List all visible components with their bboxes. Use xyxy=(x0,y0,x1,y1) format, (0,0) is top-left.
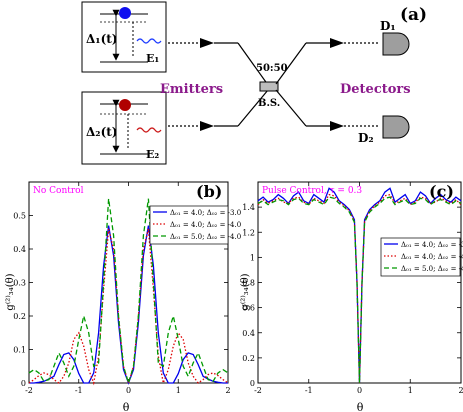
chart-c-series-3-line xyxy=(257,196,462,384)
chart-c-ytick-label: 0.2 xyxy=(242,354,255,363)
emitters-label: Emitters xyxy=(160,82,223,97)
chart-b-legend-label-1: Δ₀₁ = 4.0; Δ₀₂ = -3.0 xyxy=(170,209,241,217)
detector-2-label: D₂ xyxy=(358,131,374,145)
chart-c-series-2-line xyxy=(257,193,462,384)
chart-c-ylabel: g⁽²⁾₃₄(θ) xyxy=(240,273,251,310)
splitter-label: B.S. xyxy=(258,98,280,109)
chart-c-xtick-label: 1 xyxy=(408,386,413,395)
chart-c-ytick-label: 0.8 xyxy=(242,279,255,288)
beam-splitter xyxy=(259,81,279,92)
chart-b-legend-label-3: Δ₀₁ = 5.0; Δ₀₂ = -4.0 xyxy=(170,233,241,241)
chart-c-plot-frame xyxy=(257,181,462,384)
emitter-2: Δ₂(t) E₂ xyxy=(81,91,167,165)
chart-c-legend-label-3: Δ₀₁ = 5.0; Δ₀₂ = -4.0 xyxy=(401,265,463,273)
chart-c-xtick-label: 2 xyxy=(458,386,463,395)
chart-c-xtick-label: -1 xyxy=(305,386,313,395)
chart-b-xtick-label: 0 xyxy=(126,386,131,395)
chart-c-ytick-label: 0.4 xyxy=(242,329,255,338)
beam-1-diagonal xyxy=(237,42,269,86)
emitter-2-photon-wave xyxy=(136,127,162,133)
output-2-arrowhead xyxy=(330,121,344,131)
beam-2-diagonal xyxy=(237,89,269,127)
detector-1-label: D₁ xyxy=(380,19,396,33)
chart-c-legend-label-2: Δ₀₁ = 4.0; Δ₀₂ = -4.0 xyxy=(401,253,463,261)
emitter-2-delta-label: Δ₂(t) xyxy=(86,125,117,139)
chart-b-ytick-label: 0 xyxy=(21,379,26,388)
emitter-1: Δ₁(t) E₁ xyxy=(81,1,167,73)
emitter-1-photon-wave xyxy=(136,38,162,44)
chart-b-xtick-label: -1 xyxy=(75,386,83,395)
chart-b-xtick-label: 2 xyxy=(225,386,230,395)
chart-c-ytick-label: 0 xyxy=(250,379,255,388)
chart-c-xtick-label: -2 xyxy=(254,386,262,395)
chart-b-legend-label-2: Δ₀₁ = 4.0; Δ₀₂ = -4.0 xyxy=(170,221,241,229)
emitter-1-label: E₁ xyxy=(146,52,159,65)
chart-c-title: Pulse Control, τ = 0.3 xyxy=(262,186,362,196)
chart-c: g⁽²⁾₃₄(θ) θ -2 -1 0 1 2 0 0.2 0.4 0.6 0.8 1 1.2 1.4 P… xyxy=(240,181,463,412)
chart-b-ylabel: g⁽²⁾₃₄(θ) xyxy=(5,273,16,310)
chart-b-title: No Control xyxy=(33,186,84,196)
chart-b-panel-label: (b) xyxy=(196,182,222,201)
chart-b-ytick-label: 0.1 xyxy=(13,346,26,355)
output-1-diagonal xyxy=(275,42,307,85)
chart-b: g⁽²⁾₃₄(θ) θ -2 -1 0 1 2 0 0.1 0.2 0.3 0.4 0.5 No Co… xyxy=(5,181,241,412)
emitter-2-dot xyxy=(119,99,131,111)
chart-c-ytick-label: 1 xyxy=(250,253,255,262)
emitter-1-delta-label: Δ₁(t) xyxy=(86,32,117,46)
chart-b-series-1-line xyxy=(29,225,228,385)
output-2-diagonal xyxy=(275,89,307,127)
splitter-ratio-label: 50:50 xyxy=(256,63,288,74)
schematic-panel: (a) Δ₁(t) E₁ Δ₂(t) E₂ xyxy=(81,1,427,165)
chart-b-ytick-label: 0.5 xyxy=(13,212,26,221)
chart-b-ytick-label: 0.2 xyxy=(13,312,26,321)
chart-b-xtick-label: -2 xyxy=(25,386,33,395)
chart-c-ytick-label: 0.6 xyxy=(242,304,255,313)
chart-b-ytick-label: 0.4 xyxy=(13,245,26,254)
chart-c-ytick-label: 1.4 xyxy=(242,203,255,212)
chart-b-xtick-label: 1 xyxy=(176,386,181,395)
emitter-2-label: E₂ xyxy=(146,148,159,161)
chart-c-panel-label: (c) xyxy=(429,182,454,201)
chart-c-xlabel: θ xyxy=(357,401,364,412)
panel-a-label: (a) xyxy=(400,5,427,25)
beam-2-arrowhead xyxy=(200,121,214,131)
emitter-1-dot xyxy=(119,7,131,19)
chart-c-xtick-label: 0 xyxy=(357,386,362,395)
beam-1-arrowhead xyxy=(200,38,214,48)
chart-c-legend-label-1: Δ₀₁ = 4.0; Δ₀₂ = -3.0 xyxy=(401,241,463,249)
chart-b-ytick-label: 0.3 xyxy=(13,279,26,288)
detector-2-shape xyxy=(382,115,410,139)
output-1-arrowhead xyxy=(330,38,344,48)
chart-c-ytick-label: 1.2 xyxy=(242,228,255,237)
detectors-label: Detectors xyxy=(340,82,411,97)
detector-1-shape xyxy=(382,32,410,56)
chart-b-xlabel: θ xyxy=(123,401,130,412)
